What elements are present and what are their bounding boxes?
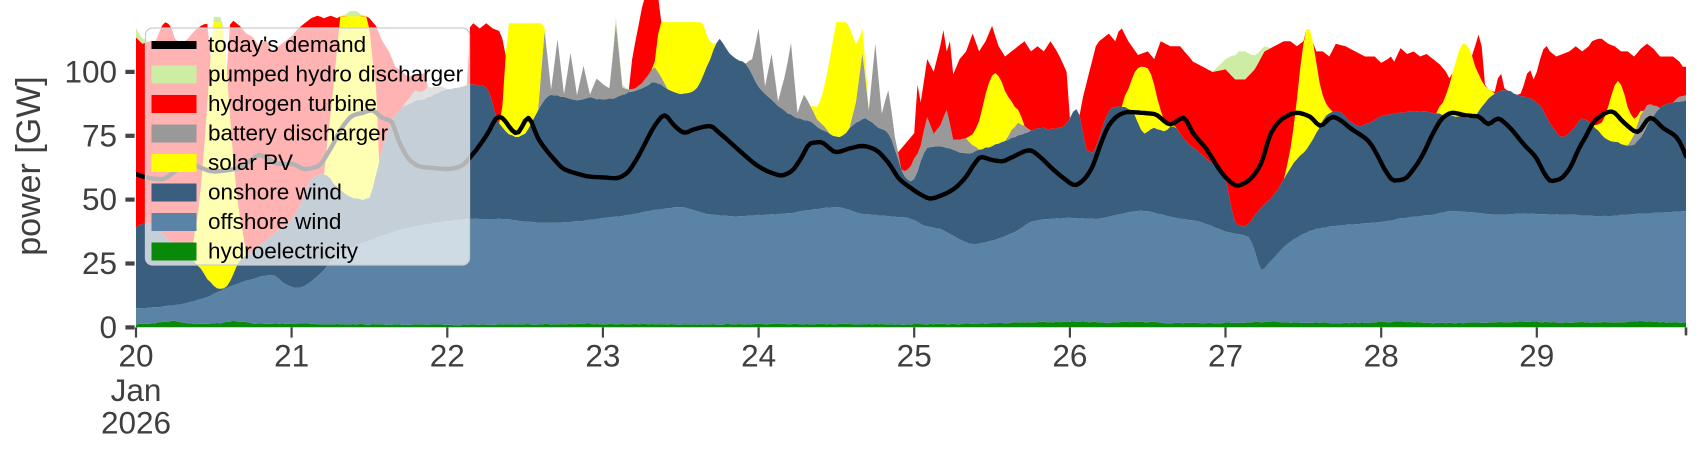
svg-text:28: 28 xyxy=(1364,338,1399,374)
svg-text:2026: 2026 xyxy=(101,405,171,441)
svg-text:0: 0 xyxy=(99,309,117,345)
svg-text:23: 23 xyxy=(585,338,620,374)
svg-text:50: 50 xyxy=(82,181,117,217)
svg-text:Jan: Jan xyxy=(111,372,162,408)
svg-text:power [GW]: power [GW] xyxy=(10,76,48,255)
svg-text:hydroelectricity: hydroelectricity xyxy=(208,239,359,264)
svg-text:20: 20 xyxy=(118,338,153,374)
svg-text:24: 24 xyxy=(741,338,776,374)
svg-text:onshore wind: onshore wind xyxy=(208,180,342,205)
svg-text:21: 21 xyxy=(274,338,309,374)
svg-text:pumped hydro discharger: pumped hydro discharger xyxy=(208,62,464,87)
svg-text:75: 75 xyxy=(82,117,117,153)
svg-text:100: 100 xyxy=(64,54,117,90)
svg-text:22: 22 xyxy=(430,338,465,374)
svg-text:25: 25 xyxy=(82,245,117,281)
svg-text:26: 26 xyxy=(1052,338,1087,374)
svg-text:27: 27 xyxy=(1208,338,1243,374)
svg-text:today's demand: today's demand xyxy=(208,32,366,57)
svg-text:offshore wind: offshore wind xyxy=(208,209,341,234)
svg-text:hydrogen turbine: hydrogen turbine xyxy=(208,91,377,116)
svg-text:25: 25 xyxy=(897,338,932,374)
svg-text:29: 29 xyxy=(1519,338,1554,374)
svg-text:solar PV: solar PV xyxy=(208,150,293,175)
svg-text:battery discharger: battery discharger xyxy=(208,121,389,146)
